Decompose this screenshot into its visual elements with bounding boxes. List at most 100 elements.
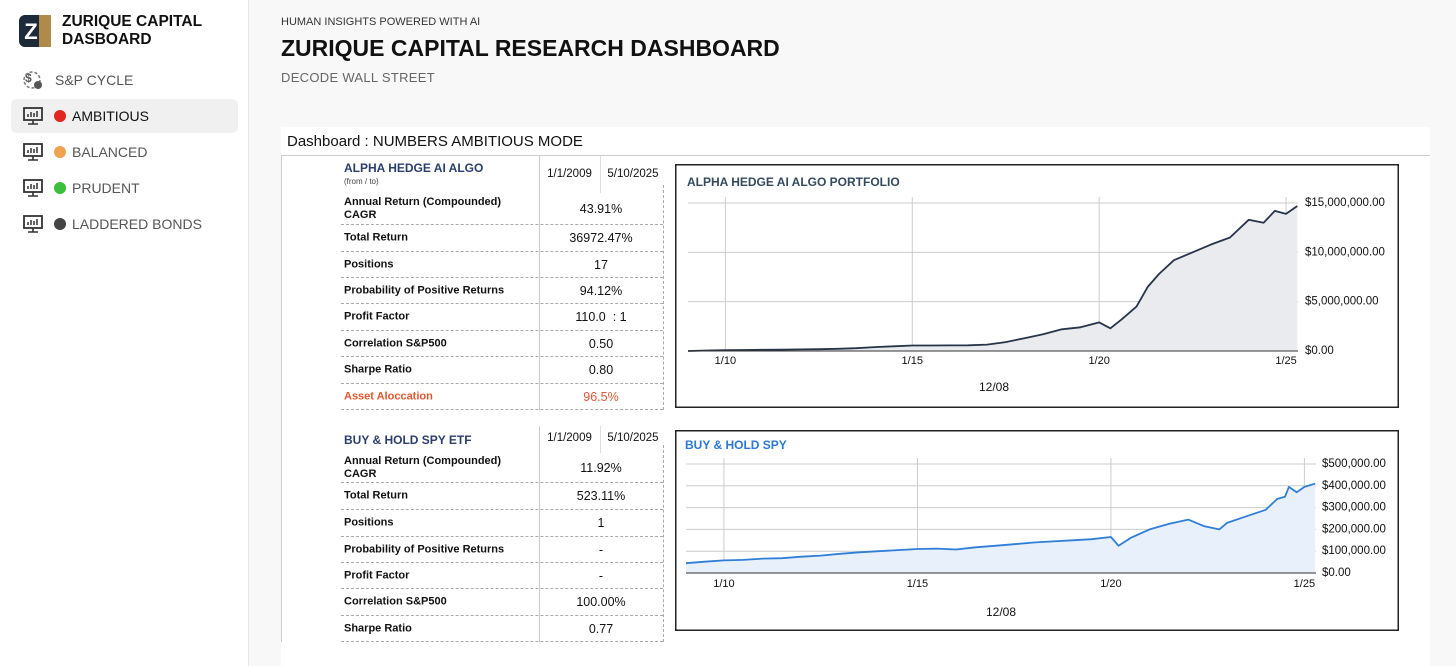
row-label: Sharpe Ratio [344,622,412,634]
y-tick-label: $5,000,000.00 [1305,296,1379,308]
x-tick-label: 1/15 [902,355,923,367]
icon-stand [28,192,38,197]
nav-icon [23,143,43,161]
status-dot [54,146,66,158]
row-value: 96.5% [583,389,619,404]
nav-icon: $ [23,71,42,89]
row-value: 0.80 [588,363,614,377]
status-dot [54,182,66,194]
table-row: Positions 1 [341,510,663,537]
chart-title: BUY & HOLD SPY [685,438,787,452]
nav-label: S&P CYCLE [55,72,134,88]
icon-stand [28,228,38,233]
icon-ring [23,71,41,89]
nav-label: LADDERED BONDS [72,216,202,232]
table-name: BUY & HOLD SPY ETF [344,433,472,447]
table-row: Correlation S&P500 100.00% [341,589,663,616]
row-label: Positions [344,516,394,529]
icon-screen [23,107,43,121]
x-tick-label: 1/25 [1275,355,1296,367]
row-label: Annual Return (Compounded) CAGR [344,454,502,480]
table-row: Positions 17 [341,252,663,278]
row-value: 43.91% [579,201,623,216]
row-label: Correlation S&P500 [344,595,447,608]
y-tick-label: $200,000.00 [1322,523,1386,535]
line-series [685,482,1316,565]
x-tick-label: 1/20 [1088,355,1109,367]
chart-title: ALPHA HEDGE AI ALGO PORTFOLIO [687,175,900,189]
row-value: 0.50 [588,336,614,351]
nav-label: BALANCED [72,144,148,160]
row-label: Total Return [344,489,408,502]
nav-icon [23,107,43,125]
status-dot [54,110,66,122]
row-value: - [598,542,604,557]
table-row: Annual Return (Compounded) CAGR 43.91% [341,193,663,225]
nav-item[interactable]: AMBITIOUS [11,99,238,133]
nav-label: PRUDENT [72,180,140,196]
table-row: Probability of Positive Returns 94.12% [341,278,663,304]
row-value: 0.77 [588,621,614,636]
nav-item[interactable]: $ S&P CYCLE [11,63,238,97]
y-tick-label: $500,000.00 [1322,458,1386,470]
row-label: Probability of Positive Returns [344,284,505,296]
col-divider [663,445,664,642]
table-edge [281,156,282,642]
icon-bars [27,147,38,153]
icon-stand [28,156,38,161]
page-title: ZURIQUE CAPITAL RESEARCH DASHBOARD [281,35,780,61]
date-to: 5/10/2025 [607,168,659,180]
icon-stand [28,120,38,125]
col-divider [539,426,540,642]
nav-label: AMBITIOUS [72,108,150,124]
date-to: 5/10/2025 [607,432,659,444]
table-row: Asset Aloccation 96.5% [341,384,663,410]
chart: ALPHA HEDGE AI ALGO PORTFOLIO $0.00 $5,000… [675,164,1399,408]
row-value: 36972.47% [569,231,633,245]
dot [54,218,66,230]
nav-icon [23,215,43,233]
kicker: HUMAN INSIGHTS POWERED WITH AI [281,16,481,28]
row-label: Correlation S&P500 [344,337,447,349]
table-row: Sharpe Ratio 0.77 [341,616,663,642]
x-tick-label: 1/15 [907,578,928,590]
x-tick-label: 1/25 [1294,578,1315,590]
icon-bars [27,111,38,117]
row-label: Positions [344,258,394,270]
line-series [687,205,1298,352]
nav-item[interactable]: LADDERED BONDS [11,207,238,241]
logo: Z [19,15,51,47]
dot [54,110,66,122]
table-row: Correlation S&P500 0.50 [341,331,663,357]
icon-bars [27,219,38,225]
date-from: 1/1/2009 [547,168,592,180]
icon-glyph: $ [25,71,32,85]
icon-bars [27,183,38,189]
y-tick-label: $15,000,000.00 [1305,197,1385,209]
row-label: Sharpe Ratio [344,363,412,376]
table-row: Probability of Positive Returns - [341,537,663,563]
table-row: Total Return 523.11% [341,483,663,510]
y-tick-label: $10,000,000.00 [1305,246,1385,258]
x-tick-label: 1/20 [1100,578,1121,590]
y-tick-label: $0.00 [1305,345,1334,357]
row-value: 11.92% [580,460,622,475]
status-dot [54,218,66,230]
table-row: Annual Return (Compounded) CAGR 11.92% [341,453,663,483]
table-row: Profit Factor 110.0 : 1 [341,304,663,331]
icon-check [34,81,42,89]
x-axis-title: 12/08 [986,605,1016,619]
row-label: Annual Return (Compounded) CAGR [344,195,502,221]
nav-item[interactable]: PRUDENT [11,171,238,205]
row-label: Profit Factor [344,569,410,581]
row-label: Profit Factor [344,310,410,323]
row-value: 110.0 : 1 [575,310,627,324]
table-note: (from / to) [344,177,379,186]
row-value: 17 [594,257,608,272]
col-divider [539,156,540,410]
col-divider [600,156,601,193]
nav-icon [23,179,43,197]
row-label: Total Return [344,231,408,244]
nav-item[interactable]: BALANCED [11,135,238,169]
date-from: 1/1/2009 [547,432,592,444]
